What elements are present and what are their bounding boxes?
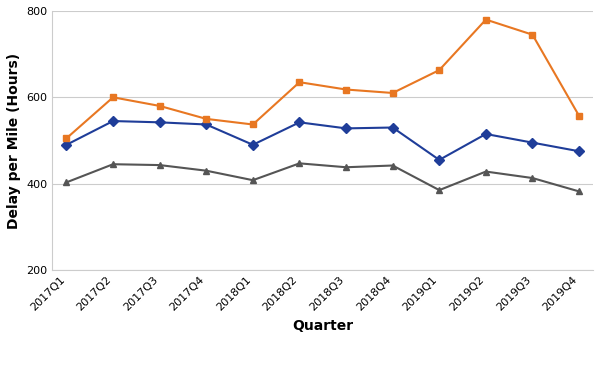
NHS Arterials <box>343 165 350 170</box>
Freeway <box>389 125 396 130</box>
Freeway <box>296 120 303 124</box>
NHS Arterials <box>63 180 70 184</box>
NHS Arterials <box>389 163 396 168</box>
NHS Arterials <box>529 176 536 180</box>
NHS Arterials <box>436 188 443 192</box>
NHS Arterials <box>575 189 583 194</box>
Interstate <box>575 114 583 118</box>
NHS Arterials <box>109 162 116 166</box>
Interstate <box>249 122 256 127</box>
NHS Arterials <box>249 178 256 183</box>
Interstate <box>343 87 350 92</box>
Interstate <box>156 104 163 108</box>
Interstate <box>529 33 536 37</box>
Y-axis label: Delay per Mile (Hours): Delay per Mile (Hours) <box>7 53 21 228</box>
NHS Arterials <box>482 169 490 174</box>
Line: NHS Arterials: NHS Arterials <box>63 160 583 195</box>
Interstate <box>436 68 443 72</box>
Freeway <box>109 119 116 123</box>
Freeway <box>482 132 490 136</box>
Freeway <box>63 142 70 147</box>
X-axis label: Quarter: Quarter <box>292 319 353 333</box>
Freeway <box>575 149 583 153</box>
Freeway <box>203 122 210 127</box>
Interstate <box>482 17 490 22</box>
NHS Arterials <box>203 168 210 173</box>
Freeway <box>249 142 256 147</box>
Line: Interstate: Interstate <box>63 16 583 142</box>
NHS Arterials <box>296 161 303 166</box>
Interstate <box>389 91 396 95</box>
Interstate <box>109 95 116 99</box>
Interstate <box>296 80 303 84</box>
Freeway <box>343 126 350 130</box>
Freeway <box>436 158 443 162</box>
Freeway <box>156 120 163 124</box>
NHS Arterials <box>156 163 163 167</box>
Interstate <box>63 136 70 141</box>
Interstate <box>203 117 210 121</box>
Line: Freeway: Freeway <box>63 118 583 164</box>
Freeway <box>529 140 536 145</box>
